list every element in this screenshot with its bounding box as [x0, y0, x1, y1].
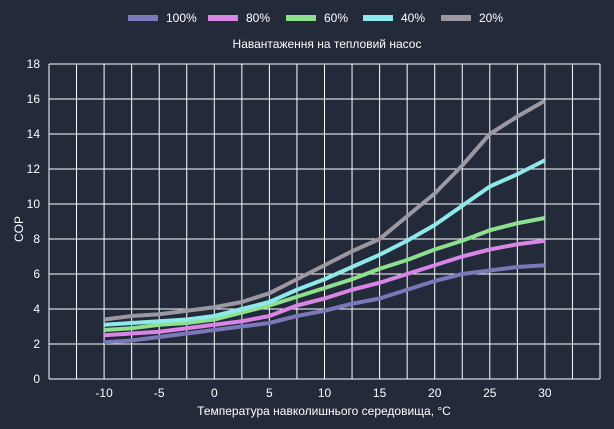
x-tick-label: 25: [483, 386, 497, 400]
y-tick-label: 16: [27, 92, 41, 106]
legend-label: 60%: [324, 11, 348, 25]
series-line-60pct: [103, 216, 546, 332]
x-tick-label: 20: [428, 386, 442, 400]
y-axis-ticks: 0 2 4 6 8 10 12 14 16 18: [27, 57, 41, 386]
series-line-80pct: [103, 238, 546, 338]
series-line-100pct: [103, 263, 546, 345]
legend-item-60pct: 60%: [286, 11, 348, 25]
x-tick-label: 15: [373, 386, 387, 400]
chart-title: Навантаження на тепловий насос: [233, 37, 422, 51]
y-tick-label: 18: [27, 57, 41, 71]
y-tick-label: 4: [33, 302, 40, 316]
x-tick-label: -10: [95, 386, 113, 400]
y-tick-label: 0: [33, 372, 40, 386]
x-tick-label: -5: [154, 386, 165, 400]
legend-swatch: [208, 15, 238, 21]
y-tick-label: 14: [27, 127, 41, 141]
legend-label: 20%: [479, 11, 503, 25]
x-tick-label: 10: [318, 386, 332, 400]
legend-item-20pct: 20%: [441, 11, 503, 25]
y-tick-label: 8: [33, 232, 40, 246]
y-axis-title: COP: [12, 216, 26, 242]
series-line-20pct: [103, 99, 546, 322]
series-line-40pct: [103, 158, 546, 327]
legend-label: 100%: [166, 11, 197, 25]
series-lines: [103, 99, 546, 345]
legend-swatch: [128, 15, 158, 21]
legend-swatch: [441, 15, 471, 21]
legend-item-40pct: 40%: [363, 11, 425, 25]
y-tick-label: 10: [27, 197, 41, 211]
legend: 100% 80% 60% 40% 20%: [128, 11, 503, 25]
x-tick-label: 0: [211, 386, 218, 400]
x-axis-title: Температура навколишнього середовища, °C: [197, 404, 451, 418]
legend-swatch: [286, 15, 316, 21]
x-tick-label: 5: [266, 386, 273, 400]
legend-label: 40%: [401, 11, 425, 25]
legend-item-100pct: 100%: [128, 11, 197, 25]
y-tick-label: 2: [33, 337, 40, 351]
y-tick-label: 12: [27, 162, 41, 176]
y-tick-label: 6: [33, 267, 40, 281]
legend-label: 80%: [246, 11, 270, 25]
legend-swatch: [363, 15, 393, 21]
x-tick-label: 30: [538, 386, 552, 400]
legend-item-80pct: 80%: [208, 11, 270, 25]
x-axis-ticks: -10 -5 0 5 10 15 20 25 30: [95, 386, 551, 400]
